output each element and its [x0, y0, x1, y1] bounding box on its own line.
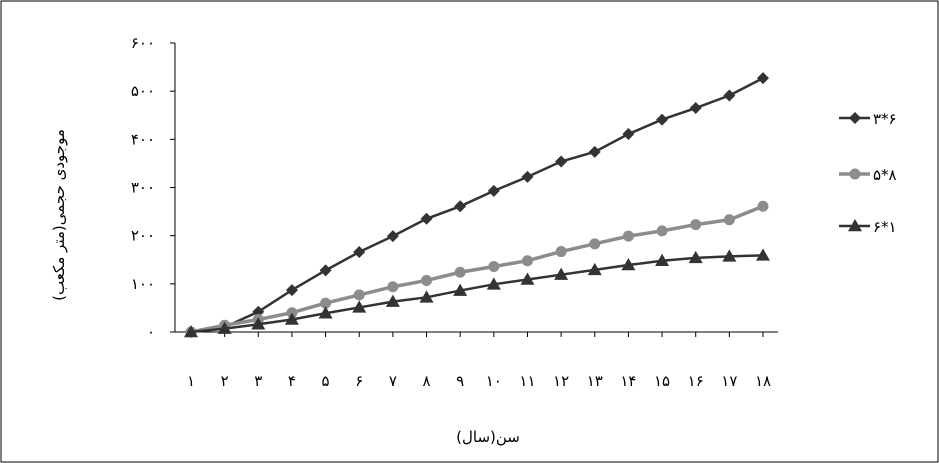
data-point	[554, 267, 569, 280]
y-tick-label: ۴۰۰	[131, 130, 155, 148]
data-point	[688, 250, 703, 264]
data-point	[251, 317, 266, 330]
legend-item-2: ۵*۸	[839, 166, 897, 184]
data-point	[285, 284, 298, 297]
data-point	[352, 300, 367, 313]
data-point	[385, 294, 400, 307]
data-point	[284, 312, 299, 325]
data-point	[353, 246, 366, 259]
data-point	[723, 214, 735, 226]
x-tick-label: ۲	[221, 372, 229, 390]
series-line	[190, 204, 764, 334]
x-tick-label: ۱	[187, 372, 195, 390]
data-point	[622, 128, 635, 141]
data-point	[420, 212, 433, 225]
x-tick-label: ۴	[288, 372, 296, 390]
data-point	[319, 264, 332, 277]
x-tick-label: ۸	[422, 372, 430, 390]
data-point	[622, 230, 634, 242]
data-point	[587, 262, 602, 276]
data-point	[689, 102, 702, 115]
legend-item-3: ۶*۱	[839, 218, 897, 236]
legend-marker	[848, 219, 862, 232]
data-point	[656, 225, 668, 237]
data-point	[184, 325, 198, 338]
x-tick-label: ۱۱	[519, 372, 535, 390]
data-point	[621, 258, 636, 271]
x-tick-label: ۵	[322, 372, 330, 390]
x-tick-label: ۱۰	[486, 372, 502, 390]
x-tick-label: ۱۷	[721, 372, 737, 390]
data-point	[488, 260, 500, 272]
series-2	[185, 200, 769, 338]
series-layer	[184, 72, 770, 338]
data-point	[756, 248, 770, 261]
legend-marker	[849, 112, 861, 124]
x-tick-label: ۱۸	[755, 372, 771, 390]
data-point	[555, 246, 567, 258]
x-tick-label: ۱۲	[553, 372, 569, 390]
data-point	[386, 230, 399, 243]
data-point	[690, 219, 702, 231]
data-point	[723, 89, 736, 102]
legend-label: ۵*۸	[873, 166, 897, 184]
data-point	[421, 274, 433, 286]
data-point	[722, 249, 737, 262]
data-point	[521, 170, 534, 183]
data-point	[454, 200, 467, 213]
data-point	[454, 266, 466, 278]
data-point	[555, 155, 568, 168]
data-point	[318, 306, 333, 319]
data-point	[656, 113, 669, 126]
data-point	[588, 145, 601, 158]
series-line	[190, 254, 764, 334]
x-axis-title: سن(سال)	[456, 428, 520, 446]
legend-marker	[849, 168, 861, 180]
data-point	[217, 321, 232, 334]
data-point	[252, 305, 265, 318]
legend-item-1: ۳*۶	[839, 110, 897, 128]
data-point	[320, 297, 332, 309]
x-tick-label: ۳	[254, 372, 262, 390]
legend: ۳*۶ ۵*۸ ۶*۱	[839, 110, 897, 236]
data-point	[487, 184, 500, 197]
legend-label: ۳*۶	[873, 110, 897, 128]
y-tick-label: ۲۰۰	[131, 227, 155, 245]
data-point	[419, 290, 434, 303]
y-tick-label: ۱۰۰	[131, 275, 155, 293]
y-tick-label: ۶۰۰	[131, 34, 155, 52]
x-tick-label: ۶	[355, 372, 363, 390]
data-point	[655, 253, 670, 266]
data-point	[520, 272, 535, 285]
x-tick-label: ۹	[456, 372, 464, 390]
x-tick-label: ۱۴	[620, 372, 636, 390]
y-tick-label: ۰	[147, 323, 155, 341]
legend-label: ۶*۱	[873, 218, 897, 236]
x-tick-label: ۱۶	[688, 372, 704, 390]
data-point	[757, 72, 769, 85]
data-point	[353, 289, 365, 301]
data-point	[757, 200, 769, 212]
y-axis-title: موجودی حجمی(متر مکعب)	[50, 129, 68, 301]
data-point	[453, 283, 468, 296]
x-tick-label: ۷	[389, 372, 397, 390]
series-line	[190, 77, 764, 334]
data-point	[589, 238, 601, 250]
data-point	[387, 281, 399, 293]
data-point	[486, 277, 501, 290]
y-tick-label: ۵۰۰	[131, 82, 155, 100]
x-tick-label: ۱۵	[654, 372, 670, 390]
x-tick-label: ۱۳	[587, 372, 603, 390]
series-1	[185, 72, 769, 338]
y-tick-label: ۳۰۰	[131, 179, 155, 197]
data-point	[521, 255, 533, 267]
series-3	[184, 248, 770, 338]
